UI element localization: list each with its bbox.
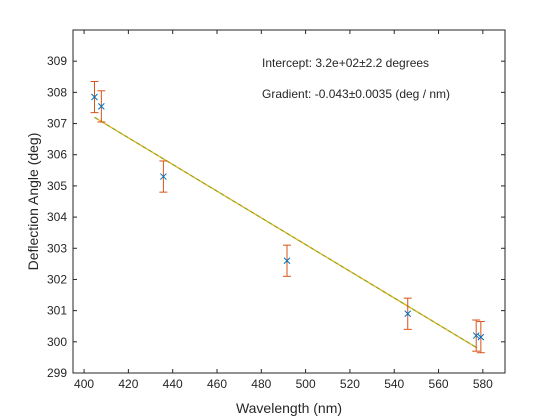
x-tick-label: 440	[163, 377, 183, 391]
x-tick-label: 580	[473, 377, 493, 391]
data-point	[91, 93, 98, 101]
x-tick-label: 420	[118, 377, 138, 391]
plot-area	[72, 29, 506, 374]
y-tick-label: 302	[47, 272, 67, 286]
intercept-annotation: Intercept: 3.2e+02±2.2 degrees	[262, 56, 429, 70]
x-tick-label: 540	[384, 377, 404, 391]
y-tick-label: 299	[47, 366, 67, 380]
data-points-group	[91, 93, 485, 341]
data-point	[283, 257, 291, 265]
x-tick-label: 480	[251, 377, 271, 391]
y-tick-label: 309	[47, 54, 67, 68]
y-tick-label: 300	[47, 335, 67, 349]
y-tick-label: 307	[47, 117, 67, 131]
x-tick-label: 500	[296, 377, 316, 391]
x-tick-label: 520	[340, 377, 360, 391]
x-tick-label: 460	[207, 377, 227, 391]
fit-line-overlay	[94, 116, 478, 349]
x-ticks-group: 400 420 440 460 480 500 520 540 560 580	[74, 30, 493, 391]
y-tick-label: 305	[47, 179, 67, 193]
y-tick-label: 306	[47, 148, 67, 162]
x-tick-label: 560	[429, 377, 449, 391]
x-tick-label: 400	[74, 377, 94, 391]
y-tick-label: 308	[47, 85, 67, 99]
y-tick-label: 304	[47, 210, 67, 224]
data-point	[404, 310, 412, 318]
y-ticks-group: 299 300 301 302 303 304 305 306 307 308 309	[47, 54, 505, 380]
gradient-annotation: Gradient: -0.043±0.0035 (deg / nm)	[262, 87, 450, 101]
y-tick-label: 303	[47, 241, 67, 255]
data-point	[98, 103, 105, 110]
data-point	[472, 332, 480, 339]
x-axis-label: Wavelength (nm)	[236, 400, 342, 416]
y-axis-label: Deflection Angle (deg)	[25, 133, 41, 271]
data-point	[160, 173, 167, 180]
fit-line-group	[94, 116, 478, 349]
y-tick-label: 301	[47, 304, 67, 318]
data-point	[477, 333, 485, 341]
